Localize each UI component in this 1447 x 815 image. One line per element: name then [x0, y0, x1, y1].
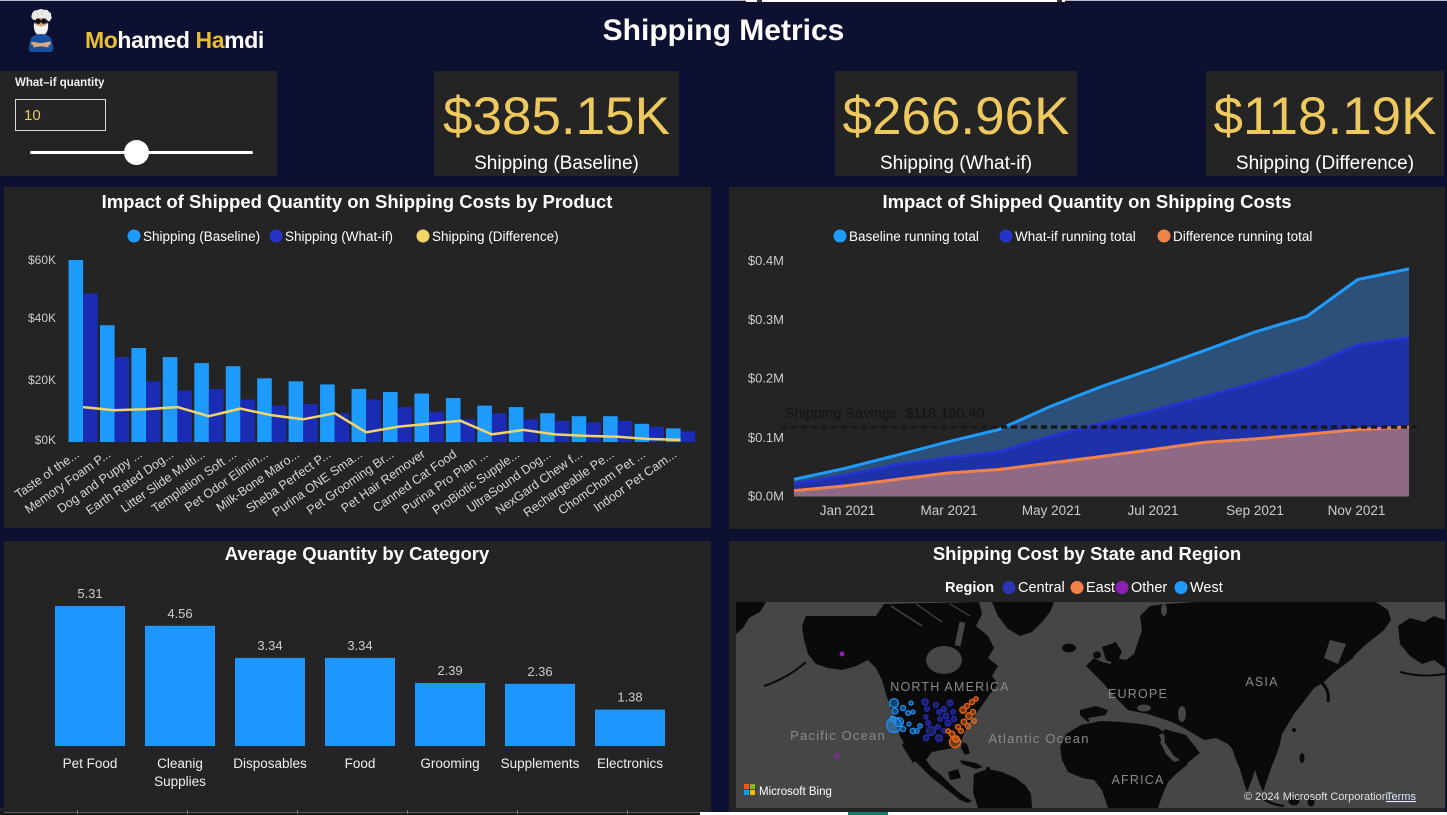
svg-text:Sep 2021: Sep 2021	[1226, 503, 1284, 518]
svg-text:Average Quantity by Category: Average Quantity by Category	[225, 543, 490, 564]
svg-text:Difference running total: Difference running total	[1173, 229, 1312, 244]
svg-text:Electronics: Electronics	[597, 756, 663, 771]
svg-text:Mar 2021: Mar 2021	[920, 503, 977, 518]
svg-text:What-if running total: What-if running total	[1015, 229, 1136, 244]
svg-text:Jul 2021: Jul 2021	[1127, 503, 1178, 518]
svg-text:Impact of Shipped Quantity on: Impact of Shipped Quantity on Shipping C…	[882, 191, 1291, 212]
svg-text:May 2021: May 2021	[1022, 503, 1081, 518]
svg-text:2.39: 2.39	[437, 663, 462, 678]
svg-text:4.56: 4.56	[167, 606, 192, 621]
svg-text:NORTH AMERICA: NORTH AMERICA	[890, 680, 1010, 694]
svg-text:EUROPE: EUROPE	[1108, 687, 1168, 701]
svg-text:2.36: 2.36	[527, 664, 552, 679]
svg-text:$0.0M: $0.0M	[748, 489, 784, 504]
svg-text:3.34: 3.34	[257, 638, 282, 653]
svg-text:$60K: $60K	[28, 253, 56, 267]
svg-text:Microsoft Bing: Microsoft Bing	[759, 786, 832, 798]
svg-text:Shipping (What-if): Shipping (What-if)	[285, 229, 393, 244]
svg-text:Shipping Cost by State and Reg: Shipping Cost by State and Region	[933, 543, 1241, 564]
svg-text:$40K: $40K	[28, 311, 56, 325]
svg-text:3.34: 3.34	[347, 638, 372, 653]
svg-text:$0.1M: $0.1M	[748, 430, 784, 445]
svg-text:Impact of Shipped Quantity on: Impact of Shipped Quantity on Shipping C…	[102, 191, 613, 212]
svg-text:$20K: $20K	[28, 373, 56, 387]
svg-text:Other: Other	[1131, 580, 1167, 596]
svg-text:Supplies: Supplies	[154, 774, 206, 789]
svg-text:1.38: 1.38	[617, 690, 642, 705]
svg-text:Grooming: Grooming	[420, 756, 479, 771]
svg-text:East: East	[1086, 580, 1115, 596]
svg-text:Disposables: Disposables	[233, 756, 307, 771]
svg-text:$0.2M: $0.2M	[748, 371, 784, 386]
svg-text:Jan 2021: Jan 2021	[820, 503, 876, 518]
svg-text:$0.4M: $0.4M	[748, 253, 784, 268]
svg-text:5.31: 5.31	[77, 586, 102, 601]
svg-text:Baseline running total: Baseline running total	[849, 229, 979, 244]
svg-text:Nov 2021: Nov 2021	[1328, 503, 1386, 518]
svg-text:Atlantic Ocean: Atlantic Ocean	[988, 731, 1089, 746]
svg-text:Pet Food: Pet Food	[63, 756, 118, 771]
svg-text:Food: Food	[345, 756, 376, 771]
svg-text:$0.3M: $0.3M	[748, 312, 784, 327]
svg-text:$0K: $0K	[35, 433, 56, 447]
svg-text:Shipping Savings: $118,190.40: Shipping Savings: $118,190.40	[785, 406, 985, 422]
svg-text:Cleanig: Cleanig	[157, 756, 203, 771]
svg-text:Region: Region	[945, 580, 994, 596]
svg-text:Shipping (Difference): Shipping (Difference)	[432, 229, 559, 244]
svg-text:West: West	[1190, 580, 1223, 596]
svg-text:Shipping (Baseline): Shipping (Baseline)	[143, 229, 260, 244]
svg-text:Terms: Terms	[1386, 791, 1416, 803]
svg-text:ASIA: ASIA	[1245, 675, 1278, 689]
svg-text:Supplements: Supplements	[501, 756, 580, 771]
svg-text:Pacific Ocean: Pacific Ocean	[790, 728, 886, 743]
svg-text:AFRICA: AFRICA	[1111, 773, 1164, 787]
svg-text:Central: Central	[1018, 580, 1065, 596]
svg-text:© 2024 Microsoft Corporation: © 2024 Microsoft Corporation	[1244, 791, 1388, 803]
